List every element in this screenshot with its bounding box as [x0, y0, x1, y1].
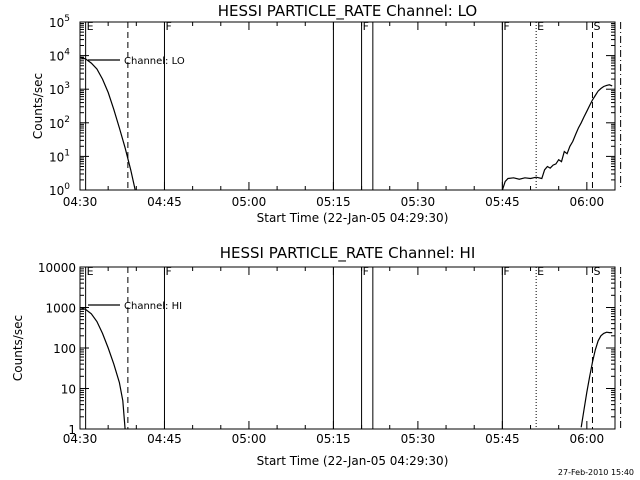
- y-tick-label: 104: [49, 48, 70, 64]
- event-marker-label: E: [87, 20, 94, 33]
- x-tick-label: 04:45: [147, 195, 182, 209]
- x-axis-label: Start Time (22-Jan-05 04:29:30): [257, 454, 449, 468]
- event-marker-label: F: [165, 265, 171, 278]
- event-marker-label: S: [593, 20, 600, 33]
- x-tick-label: 05:30: [401, 195, 436, 209]
- series-line: [501, 84, 613, 190]
- event-marker-label: F: [363, 20, 369, 33]
- x-tick-label: 05:30: [401, 432, 436, 446]
- y-tick-label: 1000: [45, 302, 76, 316]
- x-tick-label: 05:45: [485, 432, 520, 446]
- y-tick-label: 1: [68, 423, 76, 437]
- x-tick-label: 04:45: [147, 432, 182, 446]
- y-tick-label: 101: [49, 148, 70, 164]
- event-marker-label: F: [503, 20, 509, 33]
- chart-title: HESSI PARTICLE_RATE Channel: LO: [218, 2, 477, 21]
- event-marker-label: F: [503, 265, 509, 278]
- y-tick-label: 103: [49, 81, 70, 97]
- x-tick-label: 06:00: [570, 195, 605, 209]
- event-marker-label: F: [363, 265, 369, 278]
- legend-label: Channel: LO: [124, 56, 185, 67]
- event-marker-label: S: [593, 265, 600, 278]
- x-tick-label: 05:15: [316, 195, 351, 209]
- y-tick-label: 105: [49, 14, 70, 30]
- timestamp: 27-Feb-2010 15:40: [558, 468, 634, 477]
- event-marker-label: F: [165, 20, 171, 33]
- y-tick-label: 100: [53, 342, 76, 356]
- y-tick-label: 100: [49, 182, 70, 198]
- series-line: [80, 306, 126, 429]
- x-tick-label: 05:15: [316, 432, 351, 446]
- y-axis-label: Counts/sec: [31, 73, 45, 139]
- legend-label: Channel: HI: [124, 301, 182, 312]
- x-tick-label: 04:30: [63, 432, 98, 446]
- plot-frame: [79, 21, 616, 191]
- y-axis-label: Counts/sec: [11, 315, 25, 381]
- y-tick-label: 10000: [38, 261, 76, 275]
- series-line: [80, 56, 136, 190]
- x-tick-label: 04:30: [63, 195, 98, 209]
- event-marker-label: E: [87, 265, 94, 278]
- y-tick-label: 102: [49, 115, 70, 131]
- event-marker-label: E: [537, 20, 544, 33]
- chart-title: HESSI PARTICLE_RATE Channel: HI: [220, 244, 476, 263]
- y-tick-label: 10: [61, 383, 76, 397]
- x-tick-label: 05:00: [232, 432, 267, 446]
- x-tick-label: 05:45: [485, 195, 520, 209]
- x-axis-label: Start Time (22-Jan-05 04:29:30): [257, 211, 449, 225]
- lo-channel-plot: HESSI PARTICLE_RATE Channel: LO 04:30 04:4…: [31, 2, 622, 225]
- hi-channel-plot: HESSI PARTICLE_RATE Channel: HI 04:30 04:4…: [11, 244, 622, 468]
- event-marker-label: E: [537, 265, 544, 278]
- series-line: [580, 331, 613, 428]
- x-tick-label: 06:00: [570, 432, 605, 446]
- x-tick-label: 05:00: [232, 195, 267, 209]
